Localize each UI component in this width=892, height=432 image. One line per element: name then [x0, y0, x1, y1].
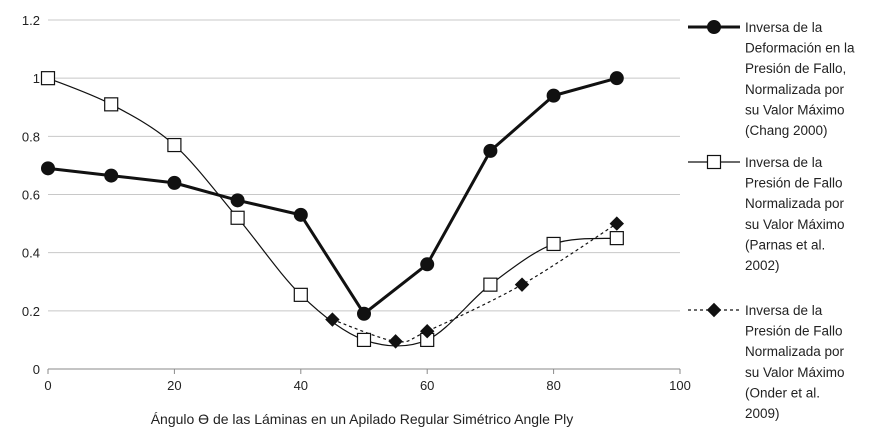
legend-entry-1: Inversa de la Deformación en la Presión de…	[688, 20, 855, 138]
y-tick-label: 0.6	[22, 188, 40, 203]
series-1	[41, 71, 624, 321]
data-point	[325, 312, 340, 327]
legend-label-line: 2002)	[745, 258, 780, 273]
legend-label-line: Normalizada por	[745, 344, 845, 359]
legend-label-line: su Valor Máximo	[745, 102, 845, 117]
series-line	[47, 76, 618, 316]
data-point	[40, 71, 56, 86]
axes: 0 0.2 0.4 0.6 0.8 1 1.2 0 20 40 60 80 100	[22, 13, 691, 393]
data-point	[293, 207, 308, 222]
series-line	[332, 223, 618, 343]
x-tick-label: 100	[669, 378, 691, 393]
legend-label-line: Deformación en la	[745, 41, 855, 56]
data-point	[104, 168, 119, 183]
data-point	[357, 306, 371, 321]
legend-label-line: Presión de Fallo,	[745, 61, 846, 76]
legend-label-line: su Valor Máximo	[745, 217, 845, 232]
legend-label-line: su Valor Máximo	[745, 365, 845, 380]
x-tick-label: 60	[420, 378, 434, 393]
y-tick-label: 0.4	[22, 246, 40, 261]
data-point	[546, 88, 561, 103]
data-point	[419, 323, 435, 339]
data-point	[546, 236, 561, 252]
legend: Inversa de la Deformación en la Presión de…	[688, 20, 855, 421]
data-point	[609, 71, 624, 86]
legend-label-line: (Chang 2000)	[745, 123, 828, 138]
legend-label-line: Presión de Fallo	[745, 324, 843, 339]
data-point	[167, 137, 182, 153]
legend-label-line: 2009)	[745, 406, 780, 421]
data-point	[356, 332, 372, 348]
y-tick-label: 0.2	[22, 304, 40, 319]
data-point	[609, 231, 624, 246]
y-tick-label: 0.8	[22, 129, 40, 144]
data-point	[514, 277, 530, 292]
data-point	[230, 210, 245, 225]
series-3	[325, 216, 625, 349]
x-tick-label: 20	[167, 378, 181, 393]
data-point	[104, 97, 119, 112]
series-area	[40, 71, 625, 349]
legend-label-line: Presión de Fallo	[745, 176, 843, 191]
legend-entry-2: Inversa de la Presión de Fallo Normalizada…	[688, 154, 845, 273]
series-line	[47, 77, 617, 347]
data-point	[41, 161, 55, 176]
legend-label-line: (Parnas et al.	[745, 237, 825, 252]
legend-label-line: Inversa de la	[745, 303, 823, 318]
data-point	[420, 257, 435, 272]
y-tick-label: 1	[33, 71, 40, 86]
data-point	[388, 334, 403, 349]
data-point	[293, 287, 308, 302]
data-point	[609, 216, 625, 231]
data-point	[167, 175, 182, 190]
y-tick-label: 1.2	[22, 13, 40, 28]
data-point	[483, 277, 498, 292]
legend-entry-3: Inversa de la Presión de Fallo Normalizada…	[688, 302, 845, 421]
data-point	[230, 193, 245, 208]
x-axis-title: Ángulo ϴ de las Láminas en un Apilado Re…	[151, 411, 574, 427]
x-tick-label: 40	[294, 378, 308, 393]
legend-marker	[706, 154, 722, 170]
gridlines	[48, 19, 680, 312]
y-tick-label: 0	[33, 362, 40, 377]
legend-label-line: Inversa de la	[745, 155, 823, 170]
legend-marker	[706, 302, 722, 318]
legend-label-line: (Onder et al.	[745, 385, 820, 400]
x-tick-label: 80	[546, 378, 560, 393]
x-tick-label: 0	[44, 378, 51, 393]
series-2	[40, 71, 624, 348]
legend-label-line: Normalizada por	[745, 82, 845, 97]
data-point	[483, 143, 498, 158]
legend-label-line: Inversa de la	[745, 20, 823, 35]
legend-label-line: Normalizada por	[745, 196, 845, 211]
legend-marker	[707, 20, 721, 34]
